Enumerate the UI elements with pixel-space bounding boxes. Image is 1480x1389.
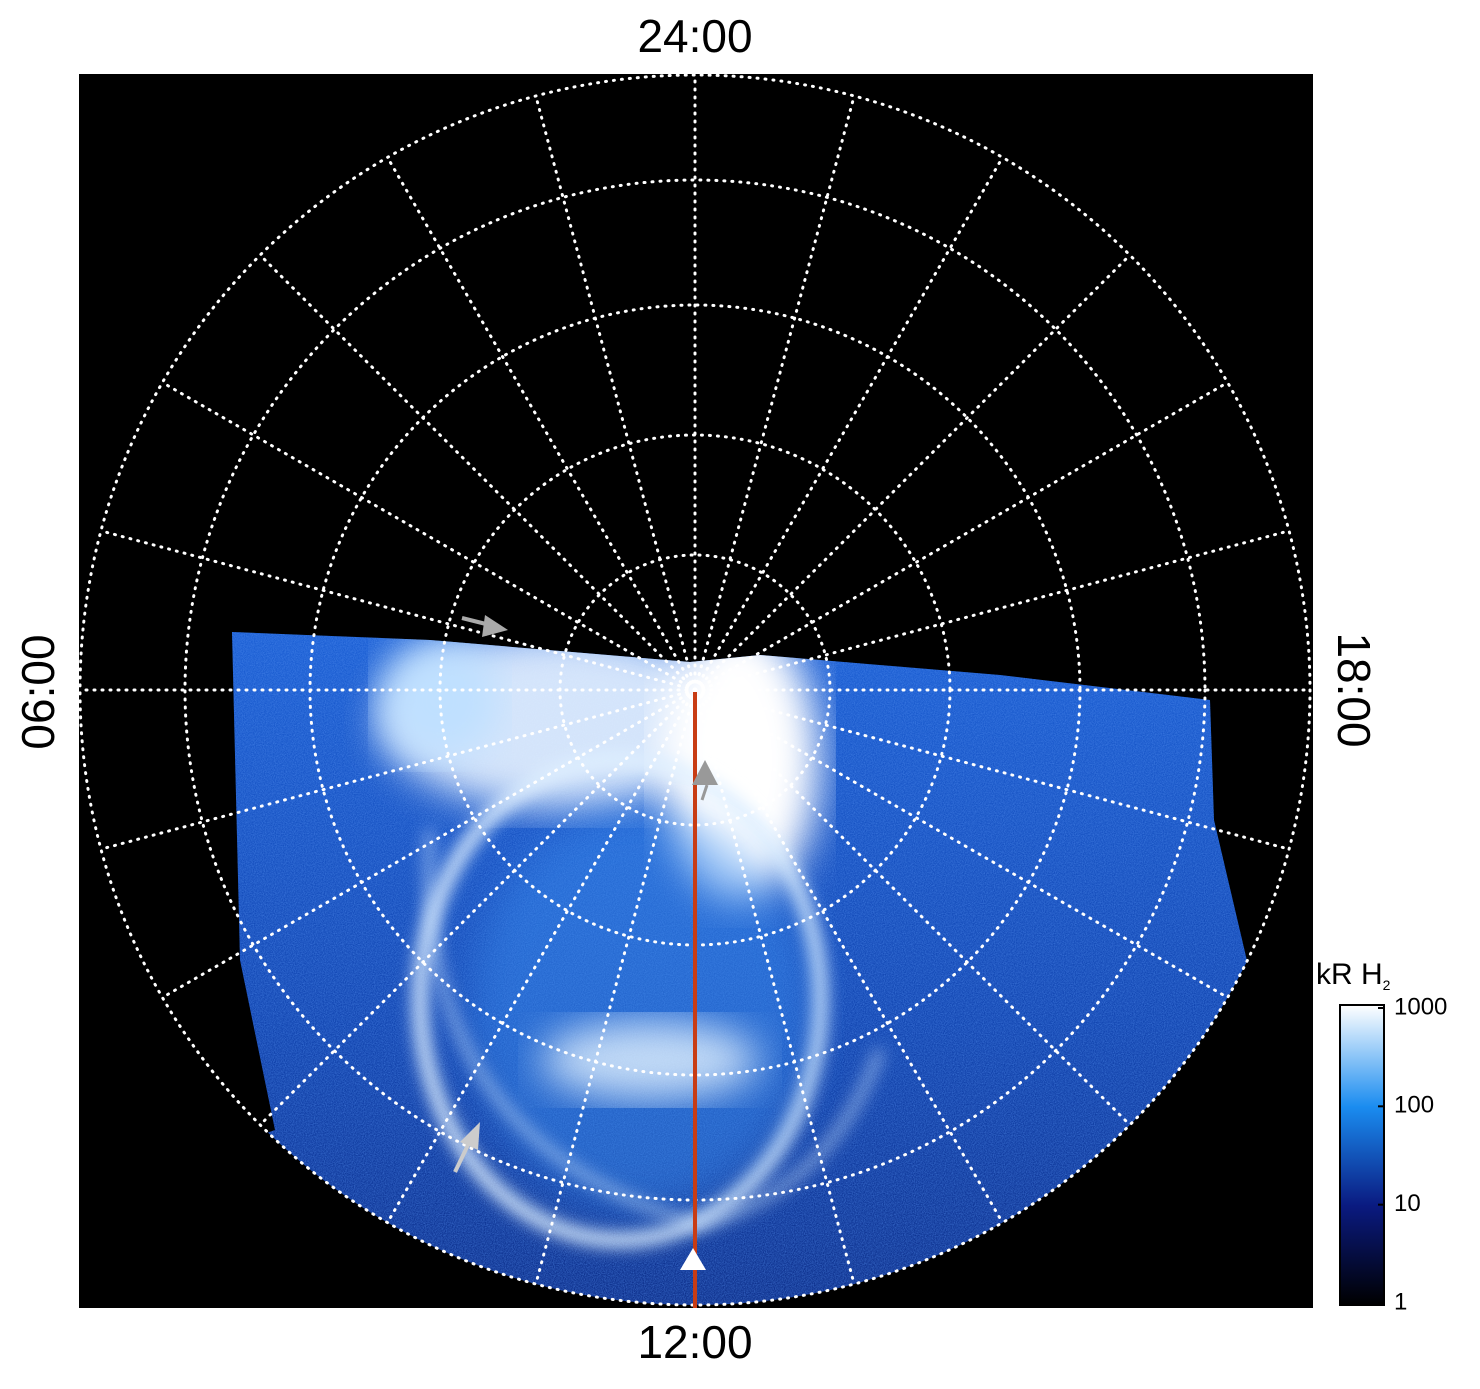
colorbar-ticks: 1 10 100 1000	[1378, 993, 1447, 1315]
grid-spoke	[693, 688, 856, 1286]
colorbar-tick-label: 1000	[1394, 993, 1447, 1020]
arrow-head	[460, 1122, 480, 1150]
grid-spoke	[693, 155, 1004, 692]
label-left: 06:00	[12, 634, 64, 749]
grid-spoke	[693, 253, 1132, 692]
grid-spoke	[258, 253, 697, 692]
grid-spoke	[693, 529, 1291, 692]
grid-spoke	[693, 381, 1230, 692]
arrows	[453, 615, 718, 1270]
grid-spoke	[160, 381, 697, 692]
grid-spoke	[258, 688, 697, 1127]
arrow-head	[680, 1248, 706, 1270]
grid-spoke	[693, 94, 856, 692]
arrow	[453, 1144, 470, 1173]
grid-ring	[78, 73, 1312, 1307]
grid-spoke	[693, 688, 1004, 1225]
grid-spoke	[693, 688, 1291, 851]
colorbar-tick-label: 100	[1394, 1092, 1434, 1119]
grid-spoke	[160, 688, 697, 999]
label-top: 24:00	[637, 10, 752, 62]
colorbar-tick-label: 10	[1394, 1190, 1421, 1217]
colorbar-tick-label: 1	[1394, 1288, 1407, 1315]
label-right: 18:00	[1328, 632, 1380, 747]
arrow	[700, 784, 709, 801]
colorbar	[1339, 1004, 1385, 1306]
colorbar-label: kR H2	[1316, 958, 1391, 993]
grid-spoke	[386, 688, 697, 1225]
grid-spoke	[386, 155, 697, 692]
grid-spoke	[534, 94, 697, 692]
colorbar-label-main: kR H	[1316, 958, 1383, 991]
grid-spoke	[99, 688, 697, 851]
arrow-head	[692, 760, 718, 785]
colorbar-label-sub: 2	[1383, 977, 1391, 993]
grid-spoke	[693, 688, 1132, 1127]
grid-spoke	[693, 688, 1230, 999]
label-bottom: 12:00	[637, 1316, 752, 1368]
polar-grid	[78, 73, 1312, 1307]
grid-spoke	[99, 529, 697, 692]
grid-spoke	[534, 688, 697, 1286]
arrow-head	[482, 615, 508, 637]
